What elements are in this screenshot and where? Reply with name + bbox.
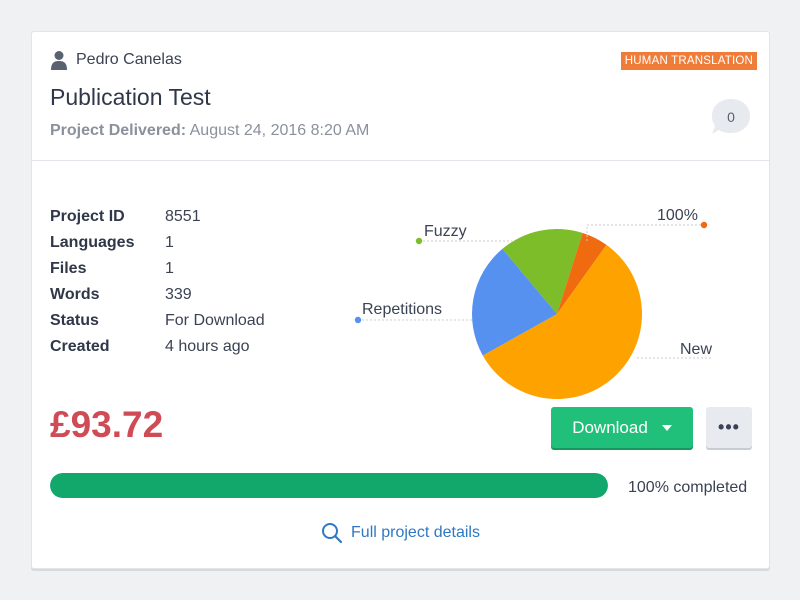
meta-label: Created	[50, 338, 110, 355]
legend-dot	[354, 316, 362, 324]
word-breakdown-chart: Fuzzy 100% New Repetitions	[312, 172, 721, 402]
download-button[interactable]: Download	[551, 407, 693, 448]
meta-row-words: Words 339	[50, 282, 265, 308]
user-name: Pedro Canelas	[76, 51, 182, 68]
pie-chart: Fuzzy 100% New Repetitions	[354, 207, 721, 399]
download-label: Download	[572, 417, 648, 437]
meta-value: 339	[165, 286, 192, 303]
progress-bar	[50, 473, 608, 498]
delivery-info: Project Delivered: August 24, 2016 8:20 …	[50, 122, 369, 140]
delivered-label: Project Delivered:	[50, 122, 187, 139]
project-card: Pedro Canelas HUMAN TRANSLATION Publicat…	[31, 31, 770, 569]
meta-label: Words	[50, 286, 100, 303]
progress-fill	[50, 473, 608, 498]
meta-value: 1	[165, 260, 174, 277]
project-price: £93.72	[50, 404, 164, 445]
meta-row-languages: Languages 1	[50, 230, 265, 256]
meta-row-project-id: Project ID 8551	[50, 204, 265, 230]
header-divider	[32, 160, 769, 161]
speech-bubble-icon	[712, 99, 750, 134]
comments-button[interactable]: 0	[711, 98, 751, 136]
full-details-link[interactable]: Full project details	[32, 522, 769, 544]
meta-label: Project ID	[50, 208, 125, 225]
meta-row-files: Files 1	[50, 256, 265, 282]
pie-slice-100-	[557, 232, 607, 314]
pie-label: Repetitions	[362, 301, 442, 318]
service-type-badge: HUMAN TRANSLATION	[620, 52, 757, 70]
pie-slice-new	[482, 244, 642, 399]
leader-line	[586, 224, 704, 242]
caret-down-icon	[661, 424, 672, 431]
user-info: Pedro Canelas	[50, 50, 182, 70]
meta-value: 1	[165, 234, 174, 251]
meta-value: 4 hours ago	[165, 338, 250, 355]
meta-label: Files	[50, 260, 87, 277]
meta-label: Languages	[50, 234, 135, 251]
meta-label: Status	[50, 312, 99, 329]
project-meta: Project ID 8551 Languages 1 Files 1 Word…	[50, 204, 265, 360]
user-icon	[51, 51, 67, 70]
ellipsis-icon: •••	[718, 417, 740, 437]
pie-label: Fuzzy	[424, 223, 467, 240]
pie-slice-fuzzy	[502, 229, 583, 314]
details-link-text: Full project details	[351, 524, 480, 541]
legend-dot	[700, 221, 708, 229]
meta-value: 8551	[165, 208, 201, 225]
search-icon	[322, 523, 343, 544]
pie-label: New	[680, 341, 712, 358]
more-options-button[interactable]: •••	[706, 407, 752, 448]
meta-value: For Download	[165, 312, 265, 329]
pie-label: 100%	[657, 207, 698, 224]
project-title[interactable]: Publication Test	[50, 84, 211, 110]
delivered-date: August 24, 2016 8:20 AM	[189, 122, 370, 139]
meta-row-created: Created 4 hours ago	[50, 334, 265, 360]
meta-row-status: Status For Download	[50, 308, 265, 334]
pie-slice-repetitions	[472, 248, 557, 356]
comment-count: 0	[727, 109, 735, 125]
legend-dot	[415, 237, 423, 245]
progress-label: 100% completed	[628, 479, 748, 496]
